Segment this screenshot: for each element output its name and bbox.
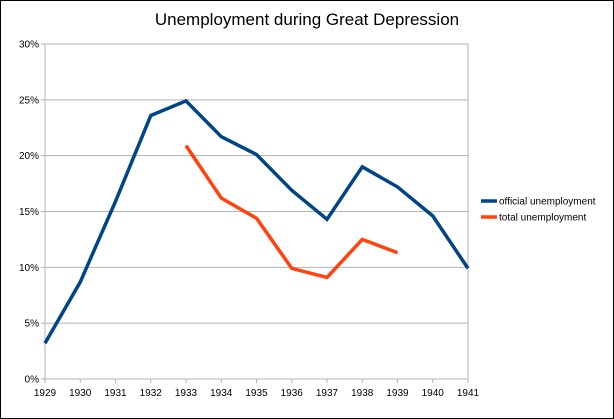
series-line-1 <box>43 98 470 345</box>
x-tick-label: 1939 <box>386 388 409 399</box>
chart-title: Unemployment during Great Depression <box>155 10 459 29</box>
x-tick-label: 1937 <box>316 388 339 399</box>
y-axis-ticks: 0% 5% 10% 15% 20% 25% 30% <box>19 40 45 386</box>
gridlines <box>45 43 468 380</box>
x-tick-label: 1935 <box>245 388 268 399</box>
x-tick-label: 1940 <box>422 388 445 399</box>
y-tick-label: 5% <box>25 319 40 330</box>
legend-label: official unemployment <box>499 197 596 208</box>
x-axis-ticks: 1929 1930 1931 1932 1933 1934 1935 1936 1937 1938… <box>34 379 480 399</box>
x-tick-label: 1941 <box>457 388 480 399</box>
series-lines <box>43 98 470 345</box>
y-tick-label: 30% <box>19 40 39 51</box>
y-tick-label: 10% <box>19 263 39 274</box>
y-tick-label: 15% <box>19 207 39 218</box>
x-tick-label: 1931 <box>104 388 127 399</box>
x-tick-label: 1932 <box>140 388 163 399</box>
y-tick-label: 25% <box>19 95 39 106</box>
x-tick-label: 1934 <box>210 388 233 399</box>
x-tick-label: 1936 <box>281 388 304 399</box>
y-tick-label: 0% <box>25 375 40 386</box>
x-tick-label: 1938 <box>351 388 374 399</box>
x-tick-label: 1933 <box>175 388 198 399</box>
legend: official unemployment total unemployment <box>481 197 596 224</box>
y-tick-label: 20% <box>19 151 39 162</box>
x-tick-label: 1930 <box>69 388 92 399</box>
series-line-2 <box>184 144 399 280</box>
x-tick-label: 1929 <box>34 388 57 399</box>
legend-label: total unemployment <box>499 213 586 224</box>
